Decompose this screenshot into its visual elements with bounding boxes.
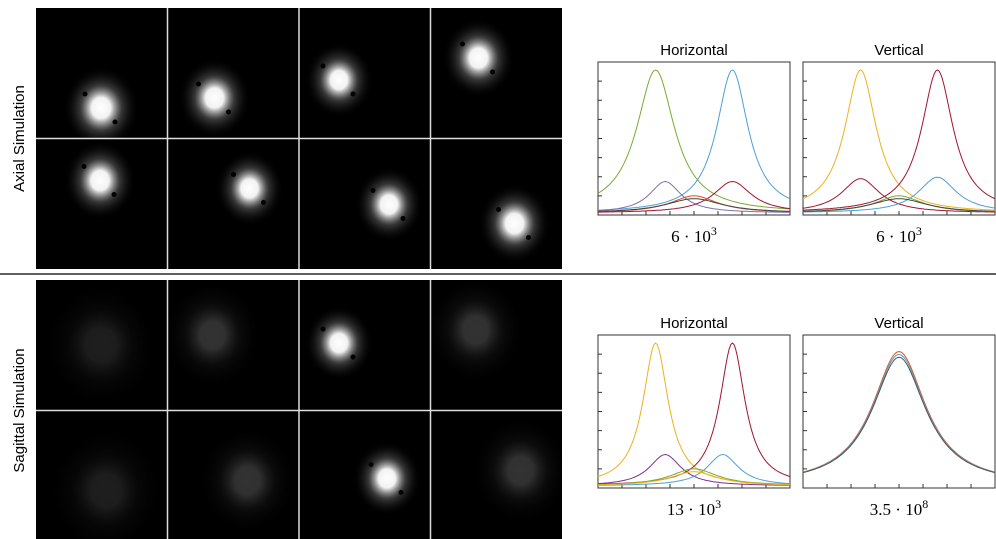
curve xyxy=(803,176,996,213)
plot-title: Horizontal xyxy=(660,42,728,59)
tile xyxy=(430,280,526,385)
null-dot xyxy=(460,41,465,47)
intensity-spot xyxy=(353,441,421,516)
null-dot xyxy=(400,216,406,221)
caption-exponent: 3 xyxy=(711,224,717,238)
tile xyxy=(305,42,373,118)
null-dot xyxy=(370,188,376,193)
tile xyxy=(305,305,373,381)
tile xyxy=(167,280,263,390)
intensity-spot xyxy=(355,167,423,242)
caption-exponent: 3 xyxy=(715,497,721,511)
null-dot xyxy=(112,119,118,125)
plot-frame xyxy=(597,334,791,489)
caption-base: 13 · 10 xyxy=(667,500,715,519)
caption-base: 3.5 · 10 xyxy=(870,500,922,519)
plot-title: Vertical xyxy=(874,315,923,332)
null-dot xyxy=(320,326,326,332)
intensity-spot xyxy=(167,280,263,390)
intensity-spot xyxy=(478,183,551,264)
intensity-spot xyxy=(64,140,136,221)
curve xyxy=(598,453,791,486)
tile xyxy=(41,280,161,411)
null-dot xyxy=(368,462,374,467)
curve xyxy=(598,180,791,213)
row-label: Sagittal Simulation xyxy=(11,348,28,472)
intensity-spot xyxy=(305,305,373,381)
intensity-spot xyxy=(46,424,166,539)
plot-frame xyxy=(802,334,996,489)
null-dot xyxy=(261,200,266,205)
plot-title: Vertical xyxy=(874,42,923,59)
intensity-spot xyxy=(442,18,515,98)
curve xyxy=(802,353,996,473)
null-dot xyxy=(350,91,356,97)
tile xyxy=(442,18,515,98)
curve xyxy=(598,471,790,486)
plot-frame xyxy=(802,61,996,216)
intensity-spot xyxy=(197,425,298,536)
intensity-spot xyxy=(215,151,284,226)
plot-caption: 6 · 103 xyxy=(671,224,717,246)
plot-caption: 13 · 103 xyxy=(667,497,721,519)
curve xyxy=(803,69,996,211)
tile xyxy=(178,58,251,138)
caption-base: 6 · 10 xyxy=(671,227,711,246)
caption-base: 6 · 10 xyxy=(876,227,916,246)
row-label: Axial Simulation xyxy=(11,85,28,192)
tile xyxy=(46,424,166,539)
intensity-spot xyxy=(430,280,526,385)
curve xyxy=(597,180,790,213)
plot-title: Horizontal xyxy=(660,315,728,332)
plot-frame xyxy=(597,61,791,216)
intensity-spot xyxy=(305,42,373,118)
null-dot xyxy=(526,235,531,240)
tile xyxy=(478,183,551,264)
plot-caption: 6 · 103 xyxy=(876,224,922,246)
null-dot xyxy=(496,207,501,212)
tile xyxy=(353,441,421,516)
null-dot xyxy=(226,109,231,115)
caption-exponent: 3 xyxy=(916,224,922,238)
intensity-spot xyxy=(41,280,161,411)
tile xyxy=(64,140,136,221)
null-dot xyxy=(81,164,87,169)
null-dot xyxy=(111,192,117,197)
null-dot xyxy=(82,91,88,97)
null-dot xyxy=(350,354,356,360)
null-dot xyxy=(320,63,326,69)
null-dot xyxy=(398,490,404,495)
tile xyxy=(63,66,139,139)
curve xyxy=(597,69,791,210)
curve xyxy=(802,198,996,212)
curve xyxy=(598,69,791,211)
null-dot xyxy=(196,81,201,87)
tile xyxy=(215,151,284,226)
curve xyxy=(802,356,996,474)
tile xyxy=(355,167,423,242)
plot-caption: 3.5 · 108 xyxy=(870,497,928,519)
intensity-spot xyxy=(470,415,562,526)
null-dot xyxy=(231,172,236,177)
intensity-spot xyxy=(63,66,139,139)
curve xyxy=(597,198,791,212)
null-dot xyxy=(490,69,495,75)
caption-exponent: 8 xyxy=(922,497,928,511)
intensity-spot xyxy=(178,58,251,138)
tile xyxy=(197,425,298,536)
tile xyxy=(470,415,562,526)
